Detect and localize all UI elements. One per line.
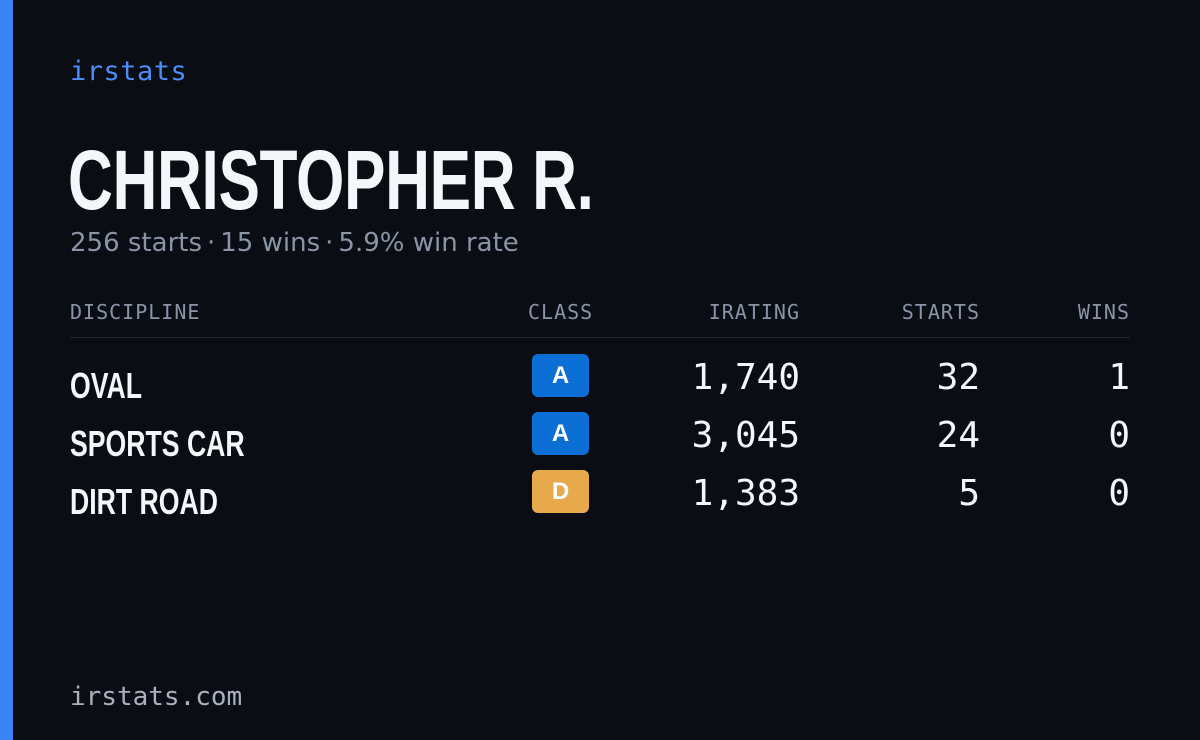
table-header: DISCIPLINE CLASS IRATING STARTS WINS [70,300,1130,338]
discipline-table: OVAL A 1,740 32 1 SPORTS CAR A 3,045 24 … [70,353,1130,527]
wins-value: 1 [1108,357,1130,398]
summary-separator: · [207,228,216,258]
driver-summary: 256 starts · 15 wins · 5.9% win rate [70,228,519,258]
column-header-starts: STARTS [901,300,980,324]
table-row: SPORTS CAR A 3,045 24 0 [70,411,1130,469]
class-badge: D [532,470,589,513]
wins-value: 0 [1108,473,1130,514]
summary-starts: 256 starts [70,228,202,258]
class-badge: A [532,354,589,397]
wins-value: 0 [1108,415,1130,456]
irating-value: 1,383 [691,473,800,514]
summary-separator: · [325,228,334,258]
summary-wins: 15 wins [220,228,321,258]
starts-value: 32 [936,357,980,398]
discipline-name: SPORTS CAR [70,423,245,464]
column-header-class: CLASS [528,300,594,324]
starts-value: 5 [958,473,980,514]
irating-value: 1,740 [691,357,800,398]
starts-value: 24 [936,415,980,456]
driver-name: CHRISTOPHER R. [68,133,594,227]
discipline-name: OVAL [70,365,143,406]
column-header-wins: WINS [1077,300,1130,324]
table-row: DIRT ROAD D 1,383 5 0 [70,469,1130,527]
class-badge: A [532,412,589,455]
summary-win-rate: 5.9% win rate [338,228,519,258]
irating-value: 3,045 [691,415,800,456]
accent-bar [0,0,13,740]
column-header-irating: IRATING [708,300,800,324]
column-header-discipline: DISCIPLINE [70,300,201,324]
footer-url: irstats.com [70,682,243,712]
discipline-name: DIRT ROAD [70,481,218,522]
table-row: OVAL A 1,740 32 1 [70,353,1130,411]
brand-logo-text: irstats [70,56,188,87]
